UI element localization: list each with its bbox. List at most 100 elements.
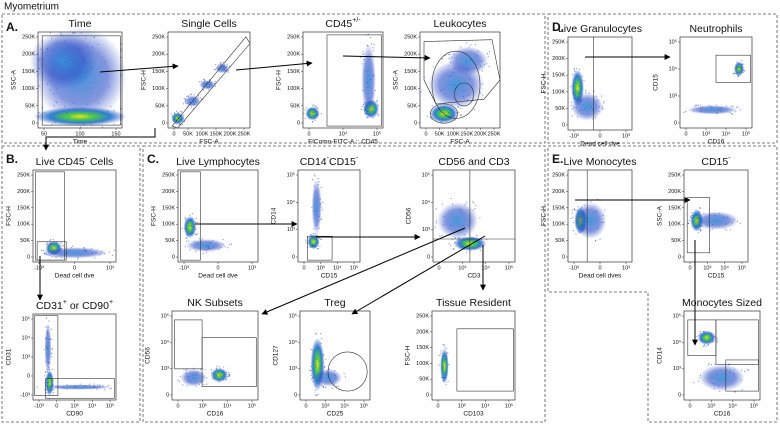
x-tick-label: 0 — [598, 133, 601, 139]
event-dot — [63, 105, 66, 108]
event-dot — [320, 206, 322, 208]
x-tick-label: 0 — [436, 403, 439, 409]
event-dot — [445, 371, 447, 373]
event-dot — [79, 383, 81, 385]
flow-plot: Treg CD25 CD127 0 10³ 10⁴ 10⁵ 10⁵ 10⁴ 10³ 0 — [273, 297, 371, 418]
event-dot — [120, 108, 122, 110]
event-dot — [312, 368, 314, 370]
title-text: CD15 — [701, 156, 728, 168]
event-dot — [476, 234, 478, 237]
event-dot — [184, 245, 186, 247]
event-dot — [312, 108, 314, 110]
event-dot — [373, 112, 375, 114]
event-dot — [314, 238, 317, 240]
x-axis-label: CD90 — [66, 411, 83, 418]
event-dot — [51, 388, 54, 391]
event-dot — [461, 243, 464, 245]
event-dot — [206, 87, 208, 89]
event-dot — [176, 121, 178, 123]
event-dot — [304, 117, 306, 119]
event-dot — [583, 79, 585, 82]
gate — [423, 39, 501, 105]
event-dot — [220, 375, 222, 377]
event-dot — [110, 105, 112, 107]
event-dot — [318, 227, 320, 229]
plot-title: Tissue Resident — [436, 297, 511, 309]
y-tick-label: 250K — [552, 39, 565, 45]
event-dot — [592, 108, 594, 111]
event-dot — [693, 110, 695, 112]
event-dot — [50, 239, 52, 241]
event-dot — [376, 99, 378, 101]
event-dot — [46, 83, 49, 86]
event-dot — [49, 80, 51, 82]
event-dot — [90, 247, 93, 249]
section-label: C. — [147, 152, 159, 166]
event-dot — [318, 220, 320, 222]
event-dot — [315, 366, 317, 369]
event-dot — [175, 110, 178, 112]
event-dot — [120, 74, 122, 76]
event-dot — [44, 371, 47, 373]
event-dot — [443, 111, 446, 114]
x-tick-label: 10⁴ — [333, 264, 342, 271]
event-dot — [333, 383, 336, 385]
event-dot — [695, 209, 697, 211]
event-dot — [325, 358, 327, 360]
event-dot — [715, 104, 718, 106]
event-dot — [369, 36, 371, 38]
event-dot — [741, 369, 743, 371]
event-dot — [694, 214, 697, 217]
event-dot — [219, 374, 221, 376]
density-cloud — [29, 27, 127, 128]
event-dot — [441, 234, 443, 237]
event-dot — [599, 238, 601, 240]
plot-title: Time — [69, 18, 92, 30]
x-tick-label: 10⁴ — [340, 402, 349, 409]
event-dot — [429, 117, 432, 119]
event-dot — [190, 93, 192, 95]
x-axis-label: CD15 — [708, 273, 725, 280]
x-axis-label: Dead cell dve — [55, 273, 95, 280]
event-dot — [442, 376, 444, 379]
event-dot — [367, 45, 369, 47]
y-tick-label: 100K — [152, 86, 165, 92]
event-dot — [466, 202, 468, 204]
x-tick-label: 10³ — [458, 403, 466, 409]
title-text: Cells — [87, 156, 113, 168]
event-dot — [222, 375, 224, 377]
event-dot — [64, 40, 66, 42]
event-dot — [174, 117, 176, 119]
y-tick-label: 150K — [416, 345, 429, 351]
x-tick-label: 0 — [73, 265, 76, 271]
event-dot — [222, 65, 224, 67]
event-dot — [576, 210, 578, 212]
event-dot — [719, 390, 721, 392]
x-tick-label: 10³ — [199, 403, 207, 409]
event-dot — [464, 239, 466, 241]
event-dot — [741, 65, 743, 67]
gate — [715, 54, 751, 83]
event-dot — [457, 80, 460, 82]
y-tick-label: 50K — [290, 103, 300, 109]
event-dot — [689, 219, 691, 222]
event-dot — [313, 174, 316, 176]
event-dot — [488, 51, 491, 53]
event-dot — [577, 206, 579, 208]
flow-plot: Tissue Resident CD103 FSC-H 0 10³ 10⁴ 10⁵ 250K 2… — [405, 297, 516, 418]
event-dot — [208, 88, 210, 91]
event-dot — [309, 369, 311, 371]
event-dot — [304, 109, 306, 111]
event-dot — [308, 117, 310, 119]
y-tick-label: 0 — [292, 254, 295, 260]
event-dot — [225, 69, 227, 71]
x-tick-label: 0 — [598, 265, 601, 271]
event-dot — [85, 385, 87, 387]
event-dot — [181, 227, 183, 229]
event-dot — [701, 106, 704, 108]
event-dot — [474, 207, 476, 210]
event-dot — [51, 352, 53, 354]
event-dot — [435, 208, 437, 210]
event-dot — [46, 385, 49, 387]
